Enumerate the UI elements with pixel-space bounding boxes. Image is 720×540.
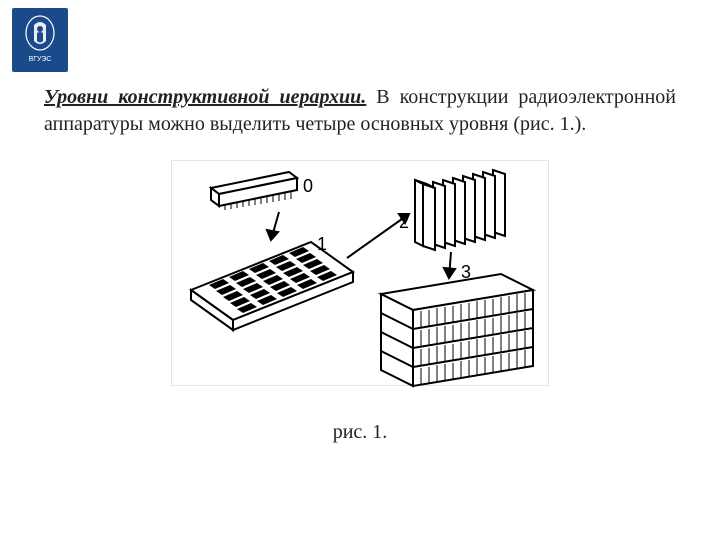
figure-1: 0 1 2 3 рис. 1. (44, 160, 676, 444)
label-1: 1 (317, 234, 327, 254)
main-paragraph: Уровни конструктивной иерархии. В констр… (44, 84, 676, 138)
paragraph-heading: Уровни конструктивной иерархии. (44, 86, 366, 108)
level-3-cabinet (381, 274, 533, 386)
label-0: 0 (303, 176, 313, 196)
label-3: 3 (461, 262, 471, 282)
label-2: 2 (399, 212, 409, 232)
figure-caption: рис. 1. (44, 421, 676, 444)
slide-content: Уровни конструктивной иерархии. В констр… (44, 84, 676, 444)
svg-text:ВГУЭС: ВГУЭС (29, 56, 52, 63)
university-logo: ВГУЭС (12, 8, 68, 72)
